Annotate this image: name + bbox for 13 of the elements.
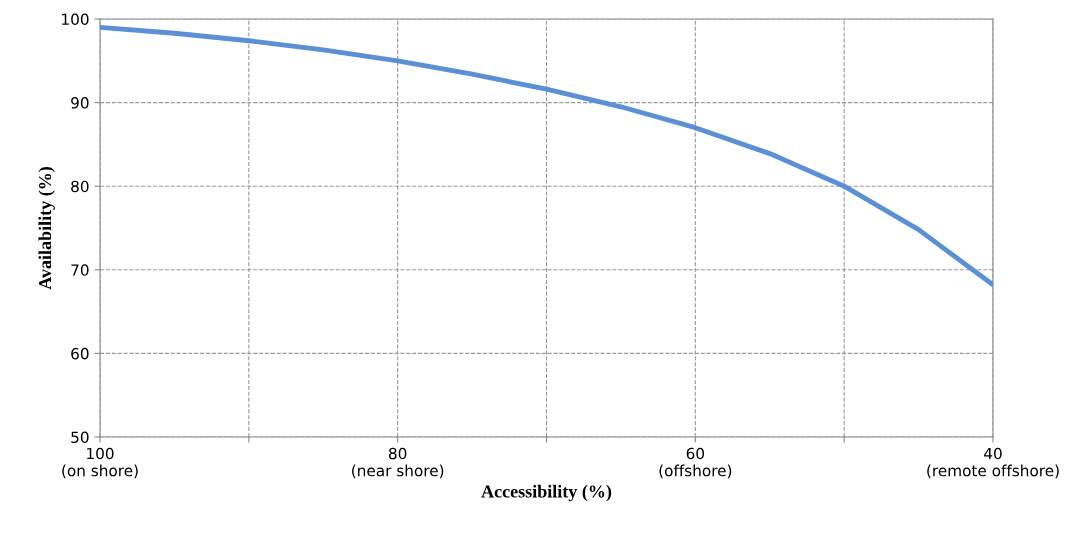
line-series bbox=[100, 24, 993, 288]
y-tick-label: 90 bbox=[71, 97, 89, 109]
y-tick-label: 70 bbox=[71, 264, 89, 276]
x-tick-label: 40 (remote offshore) bbox=[927, 447, 1059, 479]
x-tick-label: 80 (near shore) bbox=[352, 447, 444, 479]
y-tick-label: 100 bbox=[62, 13, 89, 26]
y-tick-label: 50 bbox=[71, 431, 89, 444]
y-tick-label: 60 bbox=[71, 347, 89, 360]
x-tick-label: 60 (offshore) bbox=[659, 447, 732, 479]
x-tick-label: 100 (on shore) bbox=[62, 447, 138, 479]
y-axis-title: Availability (%) bbox=[38, 167, 55, 290]
x-axis-title: Accessibility (%) bbox=[481, 484, 612, 502]
y-tick-label: 80 bbox=[71, 180, 89, 193]
